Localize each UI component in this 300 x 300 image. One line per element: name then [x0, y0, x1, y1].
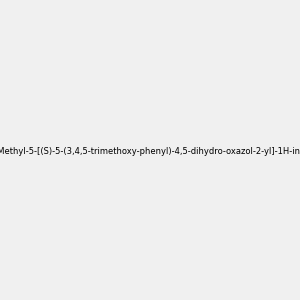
Text: 1-Methyl-5-[(S)-5-(3,4,5-trimethoxy-phenyl)-4,5-dihydro-oxazol-2-yl]-1H-indole: 1-Methyl-5-[(S)-5-(3,4,5-trimethoxy-phen…	[0, 147, 300, 156]
